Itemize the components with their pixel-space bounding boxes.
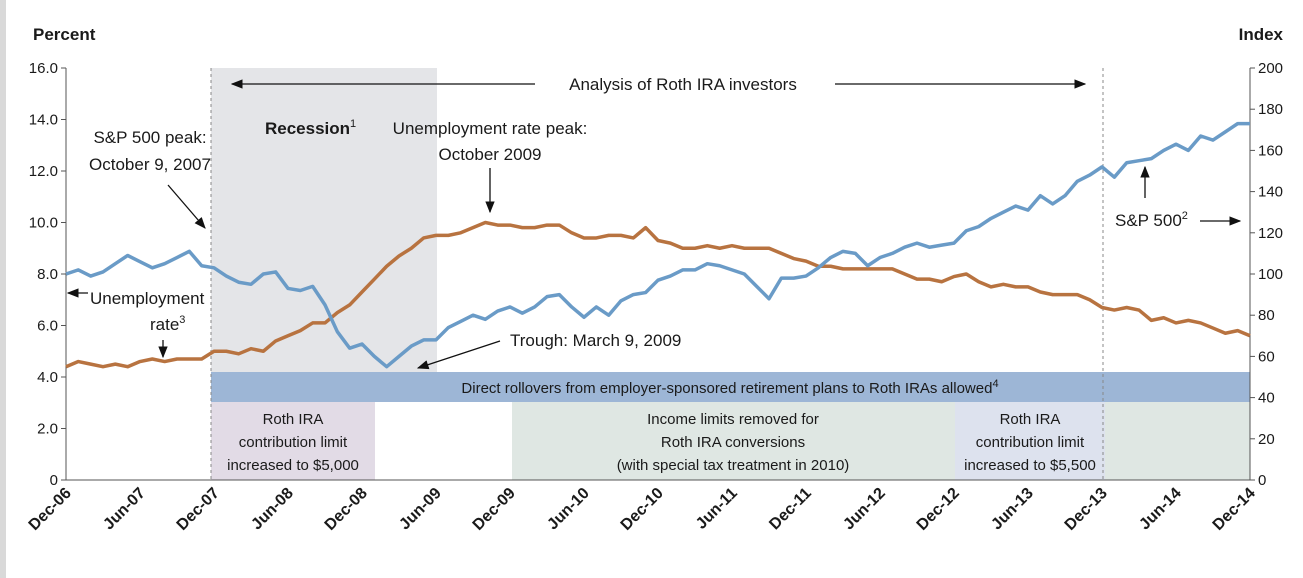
- footnote-mark: 3: [179, 314, 185, 326]
- limit-5000-box: [211, 402, 375, 480]
- arrow: [416, 340, 501, 370]
- y-tick-label: 12.0: [29, 163, 58, 180]
- limit-5500-box: [955, 402, 1105, 480]
- y-tick-label: 6.0: [37, 318, 58, 335]
- y2-tick-label: 80: [1258, 307, 1275, 324]
- annotation: Trough: March 9, 2009: [510, 331, 681, 350]
- income-limits-box: [1105, 402, 1250, 480]
- box-label: Roth IRA conversions: [661, 434, 805, 451]
- y2-tick-label: 100: [1258, 266, 1283, 283]
- plot: [65, 121, 1251, 369]
- y2-tick-label: 160: [1258, 142, 1283, 159]
- y2-axis-title: Index: [1239, 25, 1284, 44]
- y-tick-label: 14.0: [29, 112, 58, 129]
- y2-tick-label: 60: [1258, 348, 1275, 365]
- footnote-mark: 4: [992, 378, 998, 390]
- footnote-mark: 1: [350, 118, 356, 130]
- x-tick-label: Jun-07: [100, 485, 149, 534]
- x-tick-label: Jun-09: [396, 485, 445, 534]
- annotation: Recession1: [265, 118, 356, 138]
- annotation: rate3: [150, 314, 185, 334]
- y2-tick-label: 20: [1258, 431, 1275, 448]
- x-tick-label: Dec-10: [618, 485, 667, 534]
- y-axis-title: Percent: [33, 25, 96, 44]
- y-tick-label: 4.0: [37, 369, 58, 386]
- box-label: (with special tax treatment in 2010): [617, 457, 850, 474]
- x-tick-label: Jun-10: [544, 485, 593, 534]
- x-tick-label: Dec-09: [470, 485, 519, 534]
- box-label: contribution limit: [976, 434, 1085, 451]
- annotation: Unemployment rate peak:: [393, 119, 588, 138]
- y2-tick-label: 200: [1258, 60, 1283, 77]
- x-tick-label: Dec-13: [1062, 485, 1111, 534]
- x-tick-label: Jun-14: [1136, 485, 1185, 534]
- frame-edge: [0, 0, 6, 578]
- x-tick-label: Jun-13: [988, 485, 1037, 534]
- arrow: [167, 184, 206, 229]
- annotation-text: Recession: [265, 119, 350, 138]
- x-tick-label: Dec-08: [322, 485, 371, 534]
- y2-tick-label: 40: [1258, 390, 1275, 407]
- x-tick-label: Dec-12: [914, 485, 963, 534]
- series-line: [65, 121, 1250, 369]
- y-tick-label: 0: [50, 472, 58, 489]
- box-label: Roth IRA: [263, 411, 324, 428]
- band-label: Direct rollovers from employer-sponsored…: [461, 378, 998, 397]
- annotation: October 2009: [438, 145, 541, 164]
- band-text: Direct rollovers from employer-sponsored…: [461, 380, 992, 397]
- annotation: Analysis of Roth IRA investors: [569, 75, 797, 94]
- annotation-text: rate: [150, 315, 179, 334]
- y2-tick-label: 140: [1258, 184, 1283, 201]
- x-tick-label: Dec-14: [1210, 485, 1259, 534]
- income-limits-box: [512, 402, 955, 480]
- annotation: S&P 5002: [1115, 210, 1188, 230]
- x-tick-label: Jun-08: [248, 485, 297, 534]
- footnote-mark: 2: [1182, 210, 1188, 222]
- y-tick-label: 16.0: [29, 60, 58, 77]
- x-tick-label: Dec-06: [26, 485, 75, 534]
- box-label: Income limits removed for: [647, 411, 819, 428]
- box-label: contribution limit: [239, 434, 348, 451]
- annotation: October 9, 2007: [89, 155, 211, 174]
- annotation: Unemployment: [90, 289, 205, 308]
- x-tick-label: Dec-11: [766, 485, 815, 534]
- y2-tick-label: 180: [1258, 101, 1283, 118]
- annotation-text: S&P 500: [1115, 211, 1182, 230]
- y-tick-label: 8.0: [37, 266, 58, 283]
- box-label: Roth IRA: [1000, 411, 1061, 428]
- y-tick-label: 10.0: [29, 215, 58, 232]
- y-tick-label: 2.0: [37, 421, 58, 438]
- x-tick-label: Jun-11: [693, 485, 741, 533]
- series-line: [65, 220, 1251, 369]
- y2-tick-label: 0: [1258, 472, 1266, 489]
- box-label: increased to $5,000: [227, 457, 359, 474]
- annotation: S&P 500 peak:: [93, 128, 206, 147]
- rollover-band: [211, 372, 1250, 402]
- x-tick-label: Jun-12: [840, 485, 889, 534]
- box-label: increased to $5,500: [964, 457, 1096, 474]
- recession-shade: [211, 68, 437, 372]
- x-tick-label: Dec-07: [174, 485, 223, 534]
- y2-tick-label: 120: [1258, 225, 1283, 242]
